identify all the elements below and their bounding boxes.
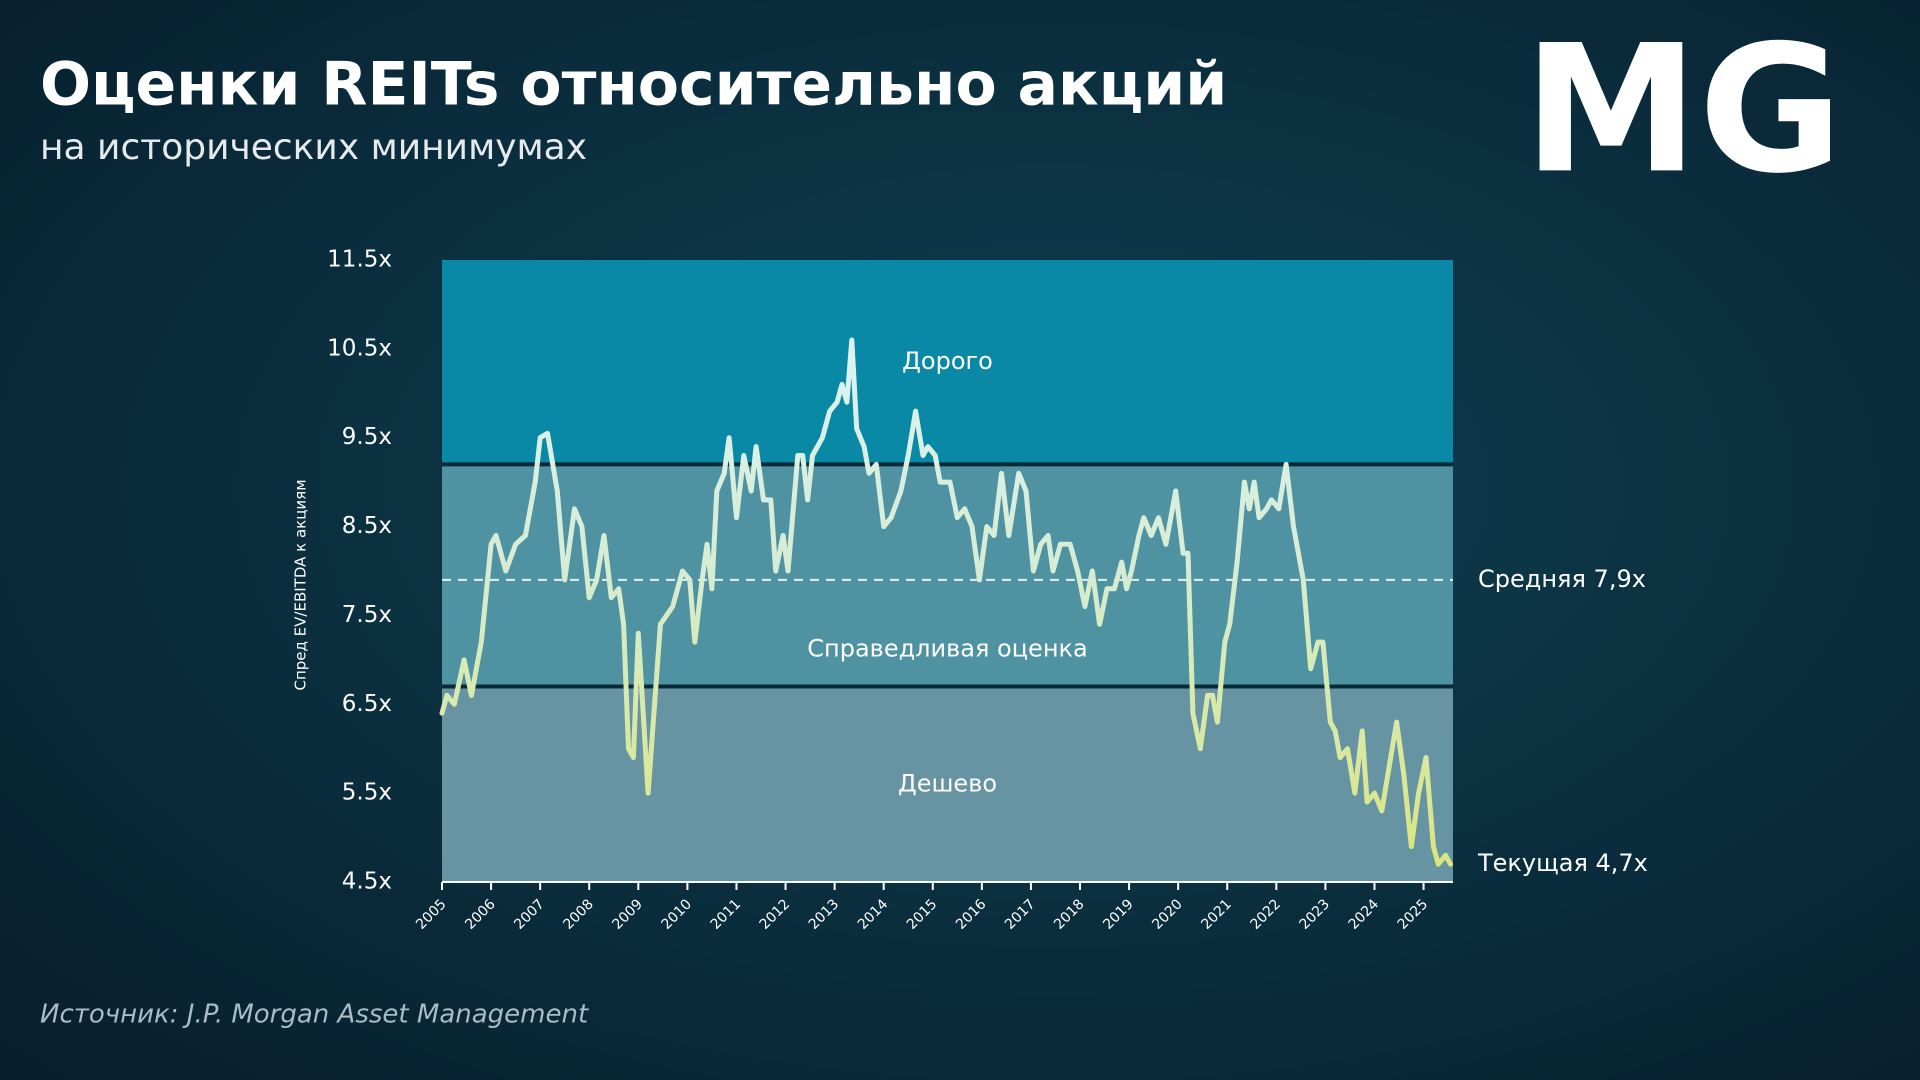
- current-label: Текущая 4,7x: [1477, 849, 1648, 877]
- zone-label: Дорого: [902, 347, 993, 375]
- zone: [442, 686, 1453, 882]
- y-tick-label: 4.5x: [342, 869, 392, 895]
- zone-label: Дешево: [898, 769, 997, 797]
- title: Оценки REITs относительно акций: [40, 50, 1227, 120]
- zone: [442, 260, 1453, 465]
- y-tick-label: 7.5x: [342, 602, 392, 628]
- y-tick-label: 6.5x: [342, 691, 392, 717]
- zone-label: Справедливая оценка: [807, 634, 1087, 662]
- y-tick-label: 5.5x: [342, 780, 392, 806]
- data-line: [439, 337, 1453, 867]
- mean-label: Средняя 7,9x: [1478, 565, 1646, 593]
- y-tick-label: 8.5x: [342, 513, 392, 539]
- y-tick-label: 10.5x: [327, 335, 392, 361]
- source: Источник: J.P. Morgan Asset Management: [40, 1000, 589, 1030]
- subtitle: на исторических минимумах: [40, 127, 587, 168]
- y-tick-label: 9.5x: [342, 424, 392, 450]
- logo: MG: [1523, 7, 1843, 212]
- y-axis-title: Спред EV/EBITDA к акциям: [292, 479, 310, 690]
- y-tick-label: 11.5x: [327, 247, 392, 273]
